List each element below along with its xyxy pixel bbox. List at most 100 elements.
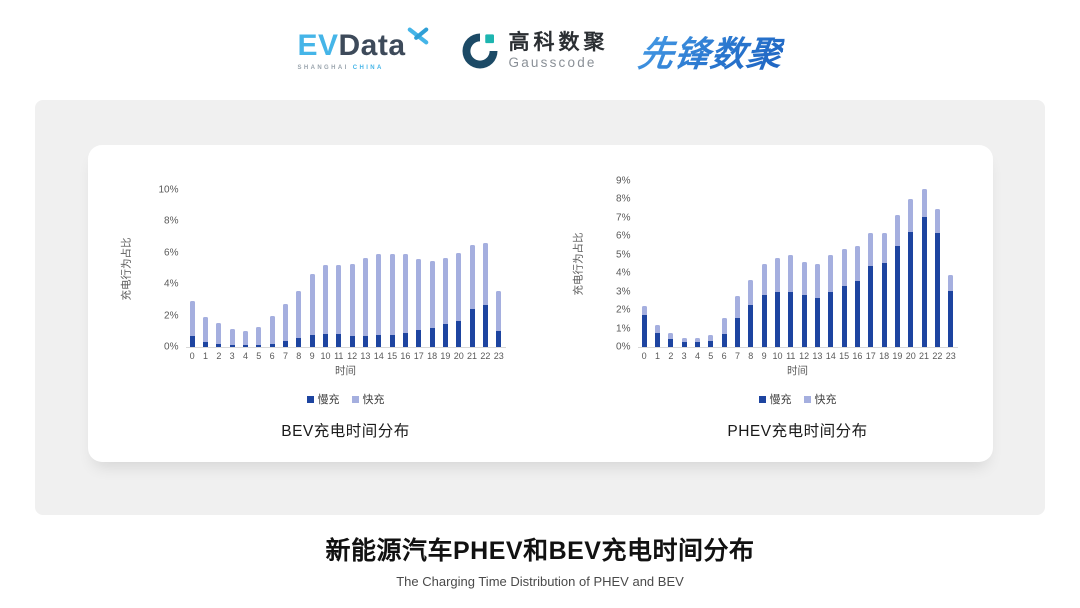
bar-hour-8 xyxy=(292,190,305,347)
slow-charge-segment xyxy=(349,336,355,347)
fast-charge-segment xyxy=(921,189,927,217)
x-tick-label: 8 xyxy=(748,351,754,361)
slow-charge-segment xyxy=(389,335,395,347)
bar-hour-3 xyxy=(225,190,238,347)
bar-hour-14 xyxy=(372,190,385,347)
slow-charge-segment xyxy=(229,345,235,347)
legend-label-slow: 慢充 xyxy=(769,394,792,406)
slow-charge-segment xyxy=(402,332,408,347)
slow-charge-segment xyxy=(309,335,315,347)
slow-charge-segment xyxy=(934,232,940,347)
bev-plot-area: 充电行为占比 0% 2% 4% 6% 8% 10% xyxy=(120,185,506,353)
slow-charge-segment xyxy=(296,338,302,347)
bev-x-tick-labels: 0 1 2 3 4 5 6 7 8 9 10 11 12 13 14 15 16 17 18 19 20 21 22 23 xyxy=(186,351,506,361)
phev-plot-area: 充电行为占比 0% 1% 2% 3% 4% 5% 6% 7% 8% 9% xyxy=(572,176,958,353)
fast-charge-segment xyxy=(229,328,235,346)
slow-charge-segment xyxy=(681,342,687,347)
bev-x-axis-title: 时间 xyxy=(335,365,356,377)
x-tick-label: 10 xyxy=(772,351,783,361)
fast-charge-segment xyxy=(908,199,914,232)
x-tick-label: 19 xyxy=(440,351,451,361)
x-tick-label: 16 xyxy=(852,351,863,361)
bar-hour-0 xyxy=(186,190,199,347)
x-tick-label: 1 xyxy=(202,351,208,361)
x-tick-label: 14 xyxy=(373,351,384,361)
chart-card: 充电行为占比 0% 2% 4% 6% 8% 10% 0 1 2 3 4 5 6 7 8 9 10 11 12 13 1… xyxy=(88,145,993,462)
legend-label-slow: 慢充 xyxy=(317,394,340,406)
bar-hour-13 xyxy=(359,190,372,347)
slow-charge-segment xyxy=(416,329,422,347)
slow-charge-swatch-icon xyxy=(758,395,766,403)
slow-charge-segment xyxy=(282,340,288,347)
x-tick-label: 22 xyxy=(480,351,491,361)
evdata-star-icon xyxy=(407,27,428,45)
x-tick-label: 13 xyxy=(360,351,371,361)
y-tick-label: 5% xyxy=(616,249,631,261)
slow-charge-segment xyxy=(429,328,435,347)
legend-item-fast: 快充 xyxy=(351,391,385,407)
bar-hour-18 xyxy=(425,190,438,347)
logo-header: EV Data SHANGHAI CHINA 高科数聚 Gausscode 先锋数… xyxy=(0,20,1080,82)
gausscode-logo: 高科数聚 Gausscode xyxy=(459,30,609,72)
bar-hour-16 xyxy=(399,190,412,347)
bar-hour-11 xyxy=(332,190,345,347)
bar-hour-2 xyxy=(212,190,225,347)
bar-hour-13 xyxy=(811,181,824,347)
fast-charge-segment xyxy=(654,324,660,334)
x-tick-label: 21 xyxy=(467,351,478,361)
fast-charge-segment xyxy=(814,264,820,299)
slow-charge-segment xyxy=(868,265,874,347)
bar-hour-7 xyxy=(731,181,744,347)
x-tick-label: 23 xyxy=(945,351,956,361)
bar-hour-17 xyxy=(412,190,425,347)
bar-hour-10 xyxy=(771,181,784,347)
phev-y-axis-label: 充电行为占比 xyxy=(572,232,584,296)
slow-charge-segment xyxy=(442,324,448,347)
legend-label-fast: 快充 xyxy=(814,394,837,406)
slow-charge-segment xyxy=(189,336,195,347)
slow-charge-segment xyxy=(242,345,248,347)
gray-panel: 充电行为占比 0% 2% 4% 6% 8% 10% 0 1 2 3 4 5 6 7 8 9 10 11 12 13 1… xyxy=(35,100,1045,515)
fast-charge-segment xyxy=(748,279,754,305)
bar-hour-21 xyxy=(465,190,478,347)
slow-charge-segment xyxy=(641,314,647,347)
x-tick-label: 5 xyxy=(708,351,714,361)
fast-charge-segment xyxy=(216,323,222,344)
bar-hour-17 xyxy=(864,181,877,347)
bar-hour-6 xyxy=(717,181,730,347)
y-tick-label: 8% xyxy=(164,215,179,227)
slow-charge-segment xyxy=(894,246,900,347)
x-tick-label: 11 xyxy=(334,351,344,361)
slow-charge-segment xyxy=(482,304,488,347)
evdata-logo-ev: EV xyxy=(297,29,339,62)
bar-hour-5 xyxy=(704,181,717,347)
bar-hour-7 xyxy=(279,190,292,347)
slow-charge-segment xyxy=(256,345,262,347)
slow-charge-segment xyxy=(336,334,342,347)
x-tick-label: 23 xyxy=(493,351,504,361)
slow-charge-segment xyxy=(948,290,954,347)
fast-charge-segment xyxy=(841,249,847,287)
x-tick-label: 1 xyxy=(654,351,660,361)
fast-charge-segment xyxy=(349,263,355,337)
slow-charge-segment xyxy=(269,343,275,347)
slow-charge-segment xyxy=(469,309,475,347)
x-tick-label: 12 xyxy=(347,351,358,361)
legend-item-fast: 快充 xyxy=(803,391,837,407)
gausscode-name-cn: 高科数聚 xyxy=(508,30,609,54)
bar-hour-15 xyxy=(837,181,850,347)
bar-hour-16 xyxy=(851,181,864,347)
x-tick-label: 6 xyxy=(269,351,275,361)
x-tick-label: 3 xyxy=(681,351,687,361)
phev-chart: 充电行为占比 0% 1% 2% 3% 4% 5% 6% 7% 8% 9% 0 1 2 3 4 5 6 7 8 9 10… xyxy=(572,176,958,441)
slow-charge-segment xyxy=(828,291,834,347)
x-tick-label: 17 xyxy=(413,351,424,361)
bev-chart: 充电行为占比 0% 2% 4% 6% 8% 10% 0 1 2 3 4 5 6 7 8 9 10 11 12 13 1… xyxy=(120,181,506,441)
bar-hour-6 xyxy=(265,190,278,347)
fast-charge-segment xyxy=(708,335,714,342)
x-tick-label: 12 xyxy=(799,351,810,361)
bar-hour-23 xyxy=(492,190,505,347)
legend-item-slow: 慢充 xyxy=(306,391,340,407)
y-tick-label: 8% xyxy=(616,193,631,205)
bar-hour-4 xyxy=(239,190,252,347)
